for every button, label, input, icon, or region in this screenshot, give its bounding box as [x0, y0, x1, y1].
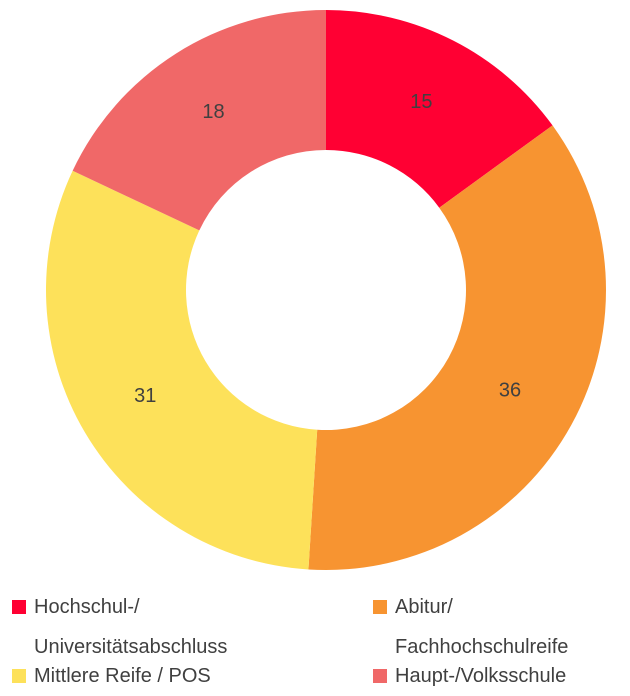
data-label: 18 — [202, 101, 224, 123]
legend-swatch — [12, 669, 26, 683]
legend-swatch — [373, 600, 387, 614]
legend-swatch — [12, 600, 26, 614]
legend-label: Haupt-/Volksschule — [395, 665, 567, 687]
legend-label: Hochschul-/ Universitätsabschluss — [34, 596, 228, 658]
chart: 15 36 31 18 — [45, 10, 607, 570]
donut-segment — [45, 170, 318, 570]
data-label: 15 — [410, 91, 432, 113]
data-label: 36 — [499, 379, 521, 401]
donut-segment — [72, 10, 326, 231]
legend-label: Mittlere Reife / POS — [34, 665, 211, 687]
donut-segment — [308, 125, 607, 570]
legend-label: Abitur/ Fachhochschulreife — [395, 596, 569, 658]
data-label: 31 — [134, 385, 156, 407]
donut-segment — [326, 10, 553, 208]
legend-swatch — [373, 669, 387, 683]
